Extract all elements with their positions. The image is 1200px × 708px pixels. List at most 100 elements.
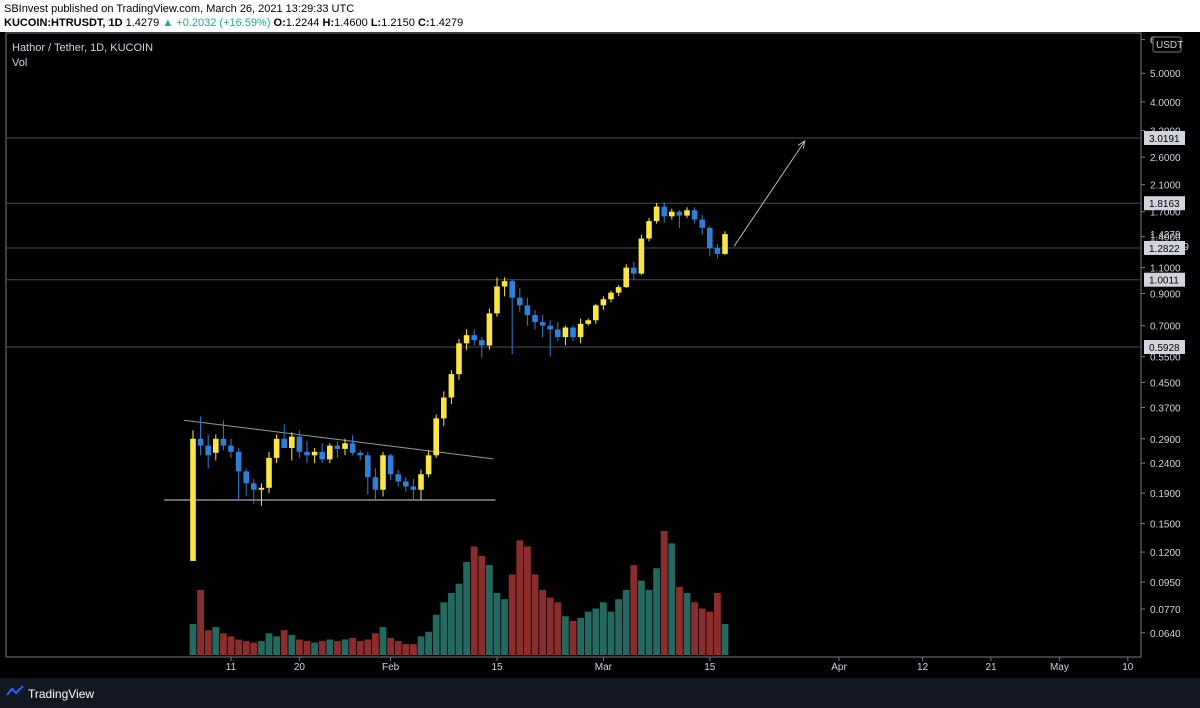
volume-bar: [691, 602, 698, 655]
candle: [197, 416, 204, 456]
volume-bar: [334, 641, 341, 655]
price-label-box: [1144, 131, 1185, 145]
candle: [441, 391, 447, 427]
candle: [410, 479, 417, 501]
volume-bar: [470, 546, 478, 655]
currency-label: USDT: [1156, 40, 1183, 51]
y-tick-label: 0.9000: [1150, 289, 1181, 300]
candle: [517, 287, 523, 312]
volume-bar: [562, 616, 569, 655]
volume-bar: [493, 593, 501, 655]
candle-body: [600, 299, 607, 306]
candle-body: [433, 418, 439, 456]
tradingview-brand[interactable]: TradingView: [28, 687, 95, 701]
price-change: +0.2032 (+16.59%): [176, 17, 271, 29]
x-tick-label: 20: [294, 662, 306, 673]
candle-body: [585, 320, 591, 324]
volume-bar: [394, 641, 402, 655]
candle-body: [349, 443, 356, 453]
volume-bar: [265, 633, 273, 655]
volume-bar: [501, 599, 508, 655]
volume-bar: [326, 639, 334, 655]
candle: [600, 296, 607, 311]
volume-bar: [660, 531, 668, 655]
volume-bar: [417, 636, 425, 655]
candle-body: [228, 445, 234, 452]
y-tick-label: 1.7000: [1150, 208, 1181, 219]
candle: [403, 477, 409, 492]
candle-body: [684, 210, 690, 216]
candle: [479, 337, 485, 358]
y-tick-label: 4.0000: [1150, 98, 1181, 109]
volume-bar: [364, 639, 372, 655]
volume-bar: [569, 620, 577, 655]
tradingview-logo-icon[interactable]: [6, 685, 24, 699]
candle-body: [220, 438, 227, 446]
chart-area[interactable]: 6.50005.00004.00003.20002.60002.10001.70…: [0, 32, 1200, 678]
candle-body: [319, 451, 325, 460]
candle-body: [524, 305, 531, 316]
candle-body: [479, 340, 485, 346]
volume-bar: [189, 624, 197, 655]
candle: [334, 441, 341, 458]
x-tick-label: 11: [226, 662, 237, 673]
candle-body: [266, 457, 272, 488]
candle-body: [304, 451, 310, 456]
candle: [501, 277, 508, 297]
candle-body: [577, 323, 584, 338]
candle-body: [517, 297, 523, 306]
candle: [205, 434, 211, 469]
x-tick-label: Apr: [831, 662, 847, 673]
volume-bar: [387, 637, 394, 655]
candle-body: [547, 325, 553, 330]
candle: [372, 468, 379, 501]
candle-body: [638, 238, 645, 274]
y-tick-label: 0.1900: [1150, 489, 1181, 500]
candle: [228, 438, 234, 458]
candle: [418, 469, 424, 501]
candle: [524, 297, 531, 326]
volume-bar: [539, 589, 546, 655]
candle-body: [646, 221, 652, 239]
candle-body: [441, 397, 447, 419]
volume-bar: [303, 641, 311, 655]
candle-body: [539, 322, 546, 326]
candle: [342, 438, 348, 456]
price-label-box: [1144, 340, 1185, 354]
publish-header: SBInvest published on TradingView.com, M…: [0, 0, 1200, 32]
candle: [251, 479, 257, 504]
volume-bar: [288, 634, 296, 655]
x-tick-label: Mar: [595, 662, 613, 673]
volume-bar: [432, 614, 440, 655]
candle-body: [387, 455, 394, 475]
volume-bar: [584, 611, 592, 655]
candle: [653, 202, 660, 224]
candle: [281, 424, 287, 448]
price-chart-svg[interactable]: 6.50005.00004.00003.20002.60002.10001.70…: [0, 32, 1200, 678]
y-tick-label: 0.0640: [1150, 629, 1181, 640]
price-label-box: [1144, 196, 1185, 211]
price-label-text: 1.0011: [1149, 276, 1179, 287]
volume-bar: [600, 602, 607, 655]
candle: [699, 214, 705, 235]
volume-bar: [448, 593, 455, 655]
candle: [296, 430, 303, 458]
low-label: L:: [370, 17, 382, 29]
x-tick-label: 15: [704, 662, 716, 673]
candle: [562, 325, 569, 346]
high-value: 1.4600: [334, 17, 368, 29]
candle: [509, 279, 515, 355]
x-tick-label: May: [1050, 662, 1069, 673]
volume-bar: [220, 633, 227, 655]
volume-bar: [653, 568, 660, 655]
y-tick-label: 1.4000: [1150, 233, 1181, 244]
candle-body: [555, 329, 561, 338]
candle-body: [691, 210, 698, 220]
candle: [714, 244, 721, 259]
currency-badge: [1152, 36, 1182, 53]
candle-body: [676, 211, 683, 216]
candle: [258, 483, 265, 506]
x-tick-label: Feb: [382, 662, 400, 673]
candle: [593, 303, 599, 324]
target-arrow-line: [733, 140, 806, 247]
